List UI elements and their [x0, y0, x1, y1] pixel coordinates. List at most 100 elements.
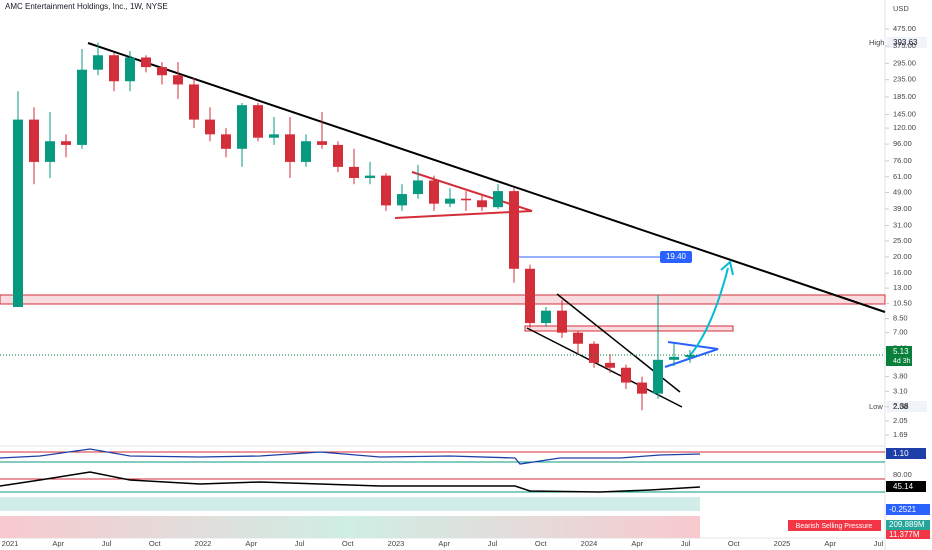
triangle — [394, 171, 533, 219]
value-box — [886, 481, 926, 492]
candle-body — [541, 310, 551, 324]
x-tick-label: Jul — [488, 539, 498, 548]
candle-body — [317, 141, 327, 145]
resistance-zone — [0, 294, 886, 305]
x-tick-label: Jul — [102, 539, 112, 548]
candle-body — [669, 356, 679, 360]
y-tick-label: 120.00 — [893, 123, 916, 132]
candle-body — [461, 198, 471, 201]
x-tick-label: Oct — [535, 539, 548, 548]
pressure-box — [788, 520, 881, 531]
candle-body — [477, 200, 487, 208]
y-tick-label: 39.00 — [893, 204, 912, 213]
candle-body — [381, 175, 391, 206]
candle-body — [173, 75, 183, 85]
y-tick-label: 16.00 — [893, 268, 912, 277]
y-tick-label: 3.80 — [893, 372, 908, 381]
y-tick-label: 185.00 — [893, 92, 916, 101]
indicator-line — [0, 448, 701, 465]
candle-body — [61, 141, 71, 145]
projection-arrow — [687, 267, 729, 359]
x-tick-label: Jul — [295, 539, 305, 548]
candle-body — [189, 84, 199, 120]
y-tick-label: 375.00 — [893, 41, 916, 50]
volume-a: 209.889M — [889, 520, 925, 529]
support-zone — [524, 325, 734, 332]
momentum-histogram — [0, 497, 700, 511]
x-tick-label: 2021 — [2, 539, 19, 548]
y-tick-label: 76.00 — [893, 156, 912, 165]
high-box — [887, 37, 927, 48]
value-box — [886, 448, 926, 459]
y-tick-label: 7.00 — [893, 328, 908, 337]
x-tick-label: 2023 — [388, 539, 405, 548]
y-tick-label: 145.00 — [893, 109, 916, 118]
volume-b: 11.377M — [889, 530, 920, 539]
candle-body — [589, 343, 599, 363]
x-tick-label: Jul — [874, 539, 884, 548]
x-tick-label: Oct — [728, 539, 741, 548]
price-label: 5.13 — [893, 347, 909, 356]
currency: USD — [893, 4, 909, 13]
y-tick-label: 8.50 — [893, 314, 908, 323]
x-tick-label: Apr — [438, 539, 450, 548]
candle-body — [573, 332, 583, 344]
candle-body — [509, 191, 519, 269]
y-tick-label: 235.00 — [893, 75, 916, 84]
pressure-band — [0, 516, 700, 538]
candle-body — [77, 69, 87, 145]
x-tick-label: 2024 — [581, 539, 598, 548]
high-value: 393.63 — [893, 38, 918, 47]
price-box — [886, 346, 912, 366]
high-label: High — [869, 38, 884, 47]
x-tick-label: 2022 — [195, 539, 212, 548]
x-tick-label: Oct — [342, 539, 355, 548]
candle-body — [493, 191, 503, 208]
candle-body — [157, 67, 167, 76]
candle-body — [397, 194, 407, 206]
value-box — [886, 504, 930, 515]
momentum-value: -0.2521 — [889, 505, 917, 514]
x-tick-label: Oct — [149, 539, 162, 548]
y-tick-label: 25.00 — [893, 236, 912, 245]
y-tick-label: 3.10 — [893, 386, 908, 395]
candle-body — [45, 141, 55, 162]
wedge-line — [526, 327, 683, 408]
candle-body — [621, 367, 631, 383]
osc-value: 45.14 — [893, 482, 914, 491]
y-tick-label: 20.00 — [893, 252, 912, 261]
value-box — [886, 520, 930, 530]
arrow-head — [720, 260, 734, 276]
candle-body — [93, 55, 103, 70]
low-value: 2.38 — [893, 402, 909, 411]
y-tick-label: 295.00 — [893, 58, 916, 67]
candle-body — [125, 57, 135, 82]
candle-body — [141, 57, 151, 68]
y-tick-label: 13.00 — [893, 283, 912, 292]
candle-body — [637, 382, 647, 394]
candle-body — [557, 310, 567, 333]
y-tick-label: 10.50 — [893, 298, 912, 307]
candle-body — [413, 180, 423, 195]
y-tick-label: 96.00 — [893, 139, 912, 148]
candle-body — [205, 119, 215, 135]
candle-body — [301, 141, 311, 162]
x-tick-label: Apr — [824, 539, 836, 548]
rsi-value: 1.10 — [893, 449, 909, 458]
value-box — [886, 530, 930, 539]
x-tick-label: Jul — [681, 539, 691, 548]
candle-body — [285, 134, 295, 162]
y-tick-label: 49.00 — [893, 188, 912, 197]
candle-body — [237, 105, 247, 149]
candle-body — [253, 105, 263, 138]
trendline — [87, 42, 886, 313]
candle-body — [525, 268, 535, 324]
target-label: 19.40 — [666, 252, 687, 261]
x-tick-label: 2025 — [774, 539, 791, 548]
candle-body — [605, 362, 615, 368]
candle-body — [685, 355, 695, 357]
low-label: Low — [869, 402, 883, 411]
y-tick-label: 61.00 — [893, 172, 912, 181]
candle-body — [109, 55, 119, 82]
